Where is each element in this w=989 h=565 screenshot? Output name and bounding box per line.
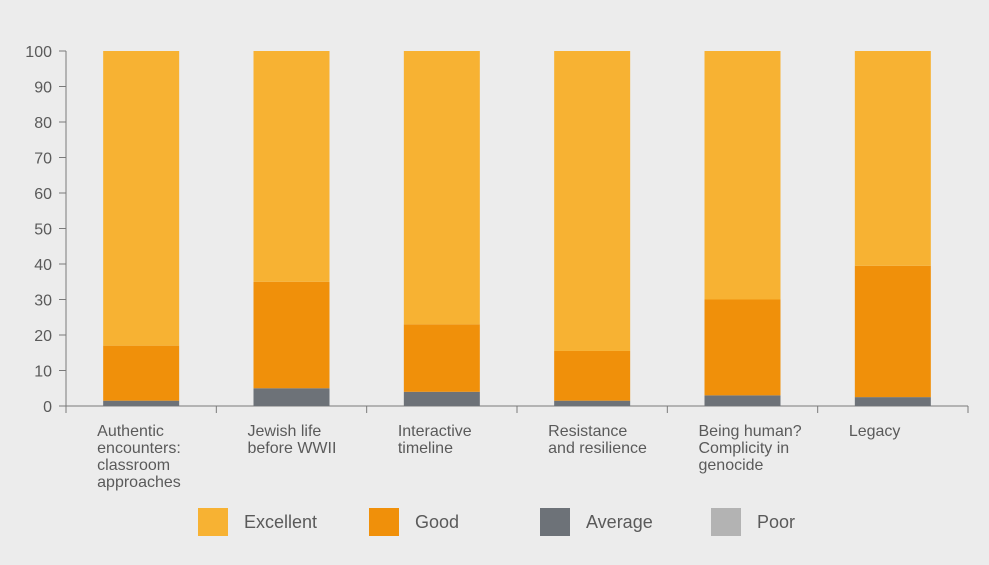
- x-category-label-line: classroom: [97, 457, 170, 474]
- bar-average-6: [854, 397, 931, 406]
- y-tick-label: 100: [25, 44, 52, 61]
- bar-good-4: [554, 350, 631, 401]
- x-category-label: Jewish life before WWII: [248, 423, 337, 457]
- x-category-label-line: timeline: [398, 440, 453, 457]
- bar-average-2: [253, 388, 330, 406]
- y-tick-label: 90: [34, 80, 52, 97]
- bar-good-1: [103, 345, 180, 401]
- x-category-label-line: approaches: [97, 474, 181, 491]
- bar-good-2: [253, 281, 330, 389]
- bar-excellent-5: [704, 51, 781, 300]
- legend-label-excellent: Excellent: [244, 512, 317, 532]
- legend-swatch-poor: [711, 508, 741, 536]
- legend-label-poor: Poor: [757, 512, 795, 532]
- x-category-label-line: Jewish life: [248, 423, 322, 440]
- x-category-label-line: and resilience: [548, 440, 647, 457]
- x-category-label-line: Resistance: [548, 423, 627, 440]
- x-category-label-line: Complicity in: [699, 440, 790, 457]
- legend-label-average: Average: [586, 512, 653, 532]
- y-tick-label: 80: [34, 115, 52, 132]
- legend-swatch-average: [540, 508, 570, 536]
- bar-excellent-6: [854, 51, 931, 266]
- bar-good-5: [704, 299, 781, 396]
- y-tick-label: 30: [34, 293, 52, 310]
- x-category-label-line: encounters:: [97, 440, 181, 457]
- x-category-label: Authentic encounters: classroom approaches: [97, 423, 181, 491]
- bar-average-5: [704, 395, 781, 406]
- y-tick-label: 0: [43, 399, 52, 416]
- y-tick-label: 70: [34, 151, 52, 168]
- y-tick-label: 60: [34, 186, 52, 203]
- bar-average-1: [103, 400, 180, 406]
- x-category-label-line: Authentic: [97, 423, 164, 440]
- y-tick-label: 10: [34, 364, 52, 381]
- x-category-label-line: Interactive: [398, 423, 472, 440]
- bar-excellent-2: [253, 51, 330, 282]
- bar-good-3: [403, 324, 480, 392]
- bar-average-4: [554, 400, 631, 406]
- bar-excellent-1: [103, 51, 180, 346]
- bar-excellent-3: [403, 51, 480, 325]
- y-tick-label: 40: [34, 257, 52, 274]
- x-category-label: Legacy: [849, 423, 901, 440]
- x-category-label-line: genocide: [699, 457, 764, 474]
- y-tick-label: 20: [34, 328, 52, 345]
- y-tick-label: 50: [34, 222, 52, 239]
- x-category-label: Interactive timeline: [398, 423, 472, 457]
- bar-average-3: [403, 391, 480, 406]
- bar-excellent-4: [554, 51, 631, 351]
- x-category-label-line: Being human?: [699, 423, 802, 440]
- x-category-label: Resistance and resilience: [548, 423, 647, 457]
- legend-swatch-excellent: [198, 508, 228, 536]
- x-category-label-line: before WWII: [248, 440, 337, 457]
- x-category-label-line: Legacy: [849, 423, 901, 440]
- x-category-label: Being human? Complicity in genocide: [699, 423, 802, 474]
- bar-good-6: [854, 265, 931, 398]
- legend-swatch-good: [369, 508, 399, 536]
- legend-label-good: Good: [415, 512, 459, 532]
